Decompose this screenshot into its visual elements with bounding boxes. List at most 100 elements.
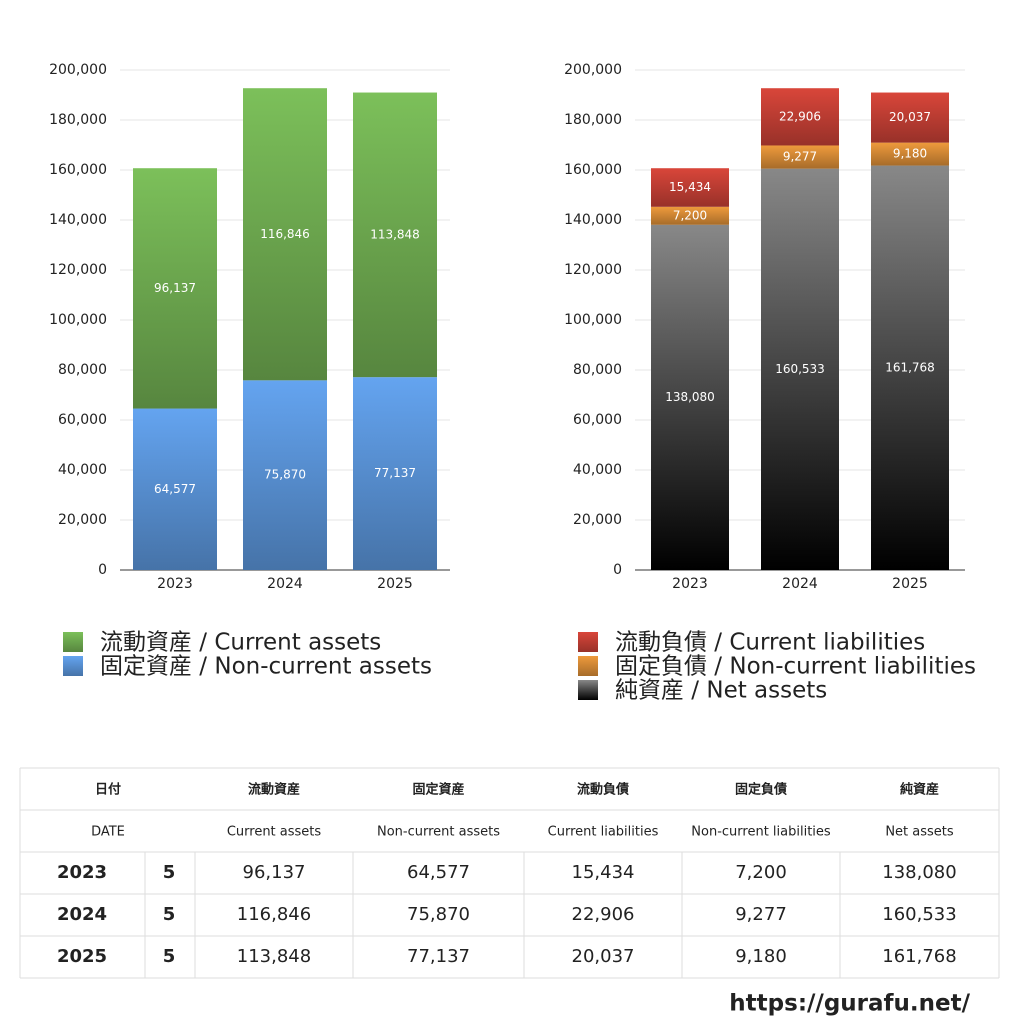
table-cell: 75,870: [407, 904, 470, 925]
data-label: 161,768: [885, 360, 935, 374]
data-label: 75,870: [264, 468, 306, 482]
table-cell: 15,434: [572, 862, 635, 883]
y-tick-label: 60,000: [573, 412, 622, 428]
data-label: 113,848: [370, 227, 420, 241]
data-label: 138,080: [665, 390, 715, 404]
table-cell: 2023: [57, 862, 107, 883]
legend-label: 純資産 / Net assets: [615, 678, 827, 704]
bar-segment: [243, 380, 327, 570]
legend-swatch: [63, 656, 83, 676]
y-tick-label: 20,000: [573, 512, 622, 528]
bar-segment: [651, 168, 729, 207]
bar-segment: [651, 206, 729, 225]
data-label: 9,180: [893, 147, 927, 161]
table-cell: 5: [163, 946, 176, 967]
y-tick-label: 140,000: [49, 212, 107, 228]
y-tick-label: 200,000: [564, 62, 622, 78]
table-cell: 113,848: [237, 946, 311, 967]
table-subheader: Current assets: [227, 825, 322, 840]
table-cell: 160,533: [882, 904, 956, 925]
x-tick-label: 2023: [672, 576, 708, 592]
x-tick-label: 2023: [157, 576, 193, 592]
legend-label: 流動負債 / Current liabilities: [615, 630, 925, 656]
data-label: 7,200: [673, 208, 707, 222]
table-cell: 138,080: [882, 862, 956, 883]
data-label: 116,846: [260, 227, 310, 241]
bar-segment: [353, 92, 437, 378]
table-subheader: Current liabilities: [548, 825, 659, 840]
legend-label: 固定資産 / Non-current assets: [100, 654, 432, 680]
bar-segment: [761, 88, 839, 146]
table-header: 固定負債: [735, 782, 787, 798]
table-subheader: Non-current assets: [377, 825, 500, 840]
data-label: 77,137: [374, 466, 416, 480]
table-cell: 9,180: [735, 946, 787, 967]
table-cell: 2025: [57, 946, 107, 967]
y-tick-label: 40,000: [58, 462, 107, 478]
bar-segment: [133, 408, 217, 570]
table-cell: 9,277: [735, 904, 787, 925]
y-tick-label: 60,000: [58, 412, 107, 428]
legend-swatch: [63, 632, 83, 652]
bar-segment: [133, 168, 217, 409]
bar-segment: [243, 88, 327, 381]
x-tick-label: 2024: [782, 576, 818, 592]
table-cell: 161,768: [882, 946, 956, 967]
data-label: 96,137: [154, 281, 196, 295]
legend-swatch: [578, 680, 598, 700]
data-label: 64,577: [154, 482, 196, 496]
y-tick-label: 80,000: [573, 362, 622, 378]
bar-segment: [353, 377, 437, 570]
y-tick-label: 100,000: [49, 312, 107, 328]
x-tick-label: 2024: [267, 576, 303, 592]
table-header: 流動資産: [248, 782, 300, 798]
bar-segment: [871, 165, 949, 570]
data-label: 15,434: [669, 180, 711, 194]
y-tick-label: 180,000: [564, 112, 622, 128]
y-tick-label: 100,000: [564, 312, 622, 328]
table-cell: 7,200: [735, 862, 787, 883]
bar-segment: [651, 224, 729, 571]
y-tick-label: 80,000: [58, 362, 107, 378]
bar-segment: [761, 145, 839, 169]
table-subheader: DATE: [91, 825, 125, 840]
legend-label: 固定負債 / Non-current liabilities: [615, 654, 976, 680]
table-cell: 77,137: [407, 946, 470, 967]
table-subheader: Net assets: [885, 825, 954, 840]
y-tick-label: 160,000: [49, 162, 107, 178]
bar-segment: [871, 92, 949, 143]
table-cell: 64,577: [407, 862, 470, 883]
table-header: 固定資産: [412, 782, 464, 798]
y-tick-label: 20,000: [58, 512, 107, 528]
table-header: 流動負債: [577, 782, 629, 798]
data-label: 20,037: [889, 110, 931, 124]
legend-swatch: [578, 656, 598, 676]
table-cell: 5: [163, 904, 176, 925]
y-tick-label: 180,000: [49, 112, 107, 128]
legend-label: 流動資産 / Current assets: [100, 630, 381, 656]
table-header: 日付: [95, 782, 121, 798]
y-tick-label: 200,000: [49, 62, 107, 78]
table-cell: 5: [163, 862, 176, 883]
data-label: 9,277: [783, 150, 817, 164]
y-tick-label: 120,000: [49, 262, 107, 278]
table-cell: 116,846: [237, 904, 311, 925]
y-tick-label: 140,000: [564, 212, 622, 228]
y-tick-label: 120,000: [564, 262, 622, 278]
x-tick-label: 2025: [377, 576, 413, 592]
table-header: 純資産: [900, 782, 939, 798]
legend-swatch: [578, 632, 598, 652]
data-label: 160,533: [775, 362, 825, 376]
x-tick-label: 2025: [892, 576, 928, 592]
table-cell: 2024: [57, 904, 107, 925]
y-tick-label: 40,000: [573, 462, 622, 478]
table-cell: 96,137: [243, 862, 306, 883]
table-subheader: Non-current liabilities: [691, 825, 831, 840]
footer-url: https://gurafu.net/: [729, 991, 970, 1017]
y-tick-label: 0: [98, 562, 107, 578]
table-cell: 20,037: [572, 946, 635, 967]
y-tick-label: 0: [613, 562, 622, 578]
y-tick-label: 160,000: [564, 162, 622, 178]
data-label: 22,906: [779, 109, 821, 123]
